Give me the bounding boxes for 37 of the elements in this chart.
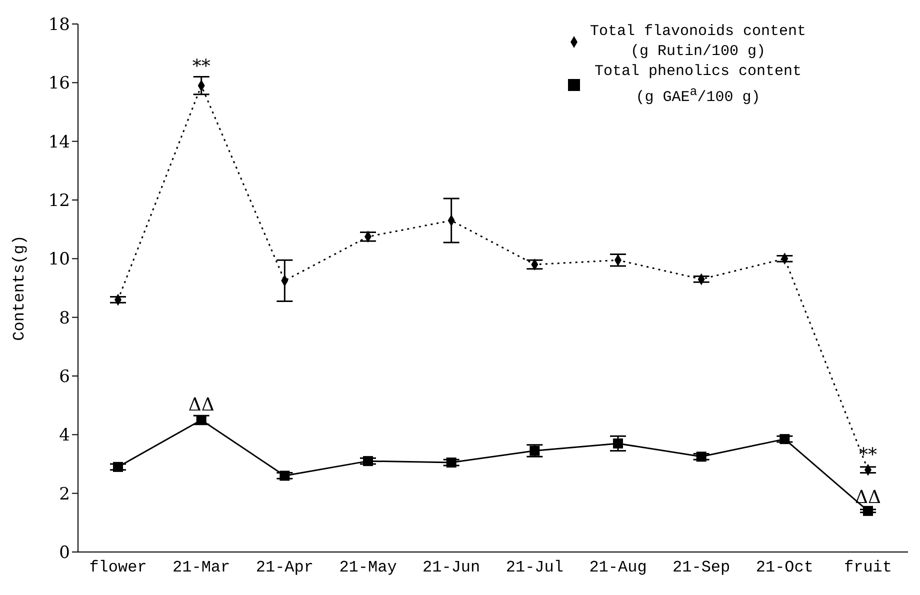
y-tick-label: 6 [59, 367, 70, 388]
legend-label: Total flavonoids content (g Rutin/100 g) [588, 22, 808, 62]
point [196, 415, 206, 425]
point [113, 462, 123, 472]
x-tick-label: 21-Jun [422, 558, 480, 576]
y-tick-label: 0 [59, 543, 70, 564]
x-tick-label: 21-Oct [756, 558, 814, 576]
point [613, 438, 623, 448]
x-tick-label: 21-Apr [256, 558, 314, 576]
point [780, 434, 790, 444]
point [363, 456, 373, 466]
y-tick-label: 12 [48, 191, 70, 212]
y-tick-label: 8 [59, 308, 70, 328]
y-tick-label: 18 [48, 15, 70, 36]
y-tick-label: 4 [59, 426, 70, 446]
point [696, 452, 706, 462]
point [530, 446, 540, 456]
annotation: ΔΔ [188, 394, 214, 416]
x-tick-label: 21-Jul [506, 558, 564, 576]
y-tick-label: 16 [48, 74, 70, 94]
y-tick-label: 14 [48, 132, 70, 152]
x-tick-label: flower [89, 558, 147, 576]
annotation: ** [192, 56, 210, 77]
y-tick-label: 10 [48, 250, 70, 270]
y-tick-label: 2 [59, 484, 70, 504]
point [863, 506, 873, 516]
point [280, 470, 290, 481]
x-tick-label: 21-May [339, 558, 398, 576]
x-tick-label: 21-Aug [589, 558, 647, 576]
annotation: ** [859, 444, 877, 466]
x-tick-label: fruit [844, 558, 892, 576]
x-tick-label: 21-Mar [172, 558, 230, 576]
legend-label: Total phenolics content (g GAE$^{a}$/100 g) [593, 62, 803, 108]
point [446, 458, 456, 468]
x-tick-label: 21-Sep [672, 558, 730, 576]
annotation: ΔΔ [855, 487, 881, 508]
y-axis-title: Contents(g) [10, 235, 29, 341]
